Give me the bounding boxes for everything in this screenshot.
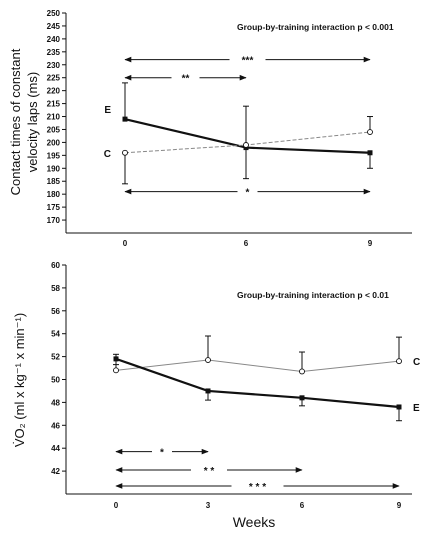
significance-label-bg [237, 185, 258, 198]
y-tick-label: 46 [51, 421, 60, 430]
data-point-E [113, 356, 119, 362]
data-point-E [396, 404, 402, 410]
significance-label: * * * [249, 482, 266, 493]
x-tick-label: 3 [206, 501, 211, 510]
y-tick-label: 235 [47, 48, 61, 57]
bottom-annotation: Group-by-training interaction p < 0.01 [237, 290, 389, 300]
y-tick-label: 56 [51, 307, 60, 316]
data-point-C [367, 129, 373, 136]
significance-label: * [160, 448, 164, 459]
y-tick-label: 250 [47, 9, 61, 18]
y-tick-label: 50 [51, 376, 60, 385]
x-tick-label: 9 [368, 239, 373, 248]
top-x-ticks: 0 6 9 [123, 239, 373, 248]
significance-label: ** [182, 74, 190, 85]
series-line-E [115, 357, 400, 409]
data-point-C [396, 358, 402, 365]
top-annotation: Group-by-training interaction p < 0.001 [237, 22, 394, 32]
data-point-C [243, 142, 249, 148]
x-tick-label: 0 [114, 501, 119, 510]
significance-label-bg [171, 71, 200, 84]
data-point-C [205, 357, 211, 363]
bottom-series-labels: CE [413, 357, 420, 414]
y-tick-label: 180 [47, 190, 61, 199]
data-point-C [113, 367, 119, 374]
y-tick-label: 210 [47, 113, 61, 122]
y-tick-label: 44 [51, 444, 60, 453]
y-tick-label: 58 [51, 284, 60, 293]
y-tick-label: 230 [47, 61, 61, 70]
top-y-axis-label-line2: velocity laps (ms) [25, 72, 40, 172]
top-series [122, 82, 373, 185]
bottom-series [113, 335, 402, 422]
data-point-E [299, 395, 305, 401]
significance-label-bg [191, 463, 227, 476]
significance-label: * * [204, 466, 215, 477]
x-axis-label-weeks: Weeks [233, 514, 276, 530]
bottom-x-ticks: 0 3 6 9 [114, 501, 402, 510]
y-tick-label: 60 [51, 261, 60, 270]
bottom-significance-arrows: * * * * * * [115, 445, 400, 493]
top-significance-arrows: ****** [124, 53, 371, 199]
series-label-E: E [413, 403, 420, 414]
bottom-y-ticks: 42 44 46 48 50 52 54 56 58 60 [51, 261, 66, 476]
x-tick-label: 6 [244, 239, 249, 248]
x-tick-label: 6 [300, 501, 305, 510]
series-label-E: E [104, 105, 111, 116]
y-tick-label: 220 [47, 87, 61, 96]
y-tick-label: 190 [47, 164, 61, 173]
y-tick-label: 54 [51, 330, 60, 339]
y-tick-label: 240 [47, 35, 61, 44]
series-label-C: C [104, 149, 111, 160]
x-tick-label: 9 [397, 501, 402, 510]
y-tick-label: 225 [47, 74, 61, 83]
top-series-labels: EC [104, 105, 112, 160]
y-tick-label: 52 [51, 353, 60, 362]
data-point-E [122, 116, 128, 122]
y-tick-label: 170 [47, 216, 61, 225]
data-point-C [299, 368, 305, 375]
y-tick-label: 245 [47, 22, 61, 31]
top-chart: 170 175 180 185 190 195 200 205 210 215 220 225 230 2… [8, 9, 412, 248]
y-tick-label: 200 [47, 138, 61, 147]
top-y-axis-label-line1: Contact times of constant [8, 48, 23, 195]
series-label-C: C [413, 357, 420, 368]
series-line-C [115, 359, 400, 372]
data-point-E [205, 388, 211, 394]
significance-label: * [246, 188, 250, 199]
y-tick-label: 48 [51, 398, 60, 407]
bottom-y-axis-label: V̇O₂ (ml x kg⁻¹ x min⁻¹) [12, 313, 27, 447]
y-tick-label: 42 [51, 467, 60, 476]
y-tick-label: 175 [47, 203, 61, 212]
significance-label-bg [152, 445, 172, 458]
significance-label: *** [242, 56, 254, 67]
y-tick-label: 195 [47, 151, 61, 160]
top-y-ticks: 170 175 180 185 190 195 200 205 210 215 220 225 230 2… [47, 9, 66, 225]
data-point-E [367, 150, 373, 156]
y-tick-label: 215 [47, 100, 61, 109]
data-point-C [122, 149, 128, 156]
y-tick-label: 185 [47, 177, 61, 186]
significance-label-bg [229, 53, 266, 66]
significance-label-bg [231, 479, 284, 492]
x-tick-label: 0 [123, 239, 128, 248]
y-tick-label: 205 [47, 125, 61, 134]
